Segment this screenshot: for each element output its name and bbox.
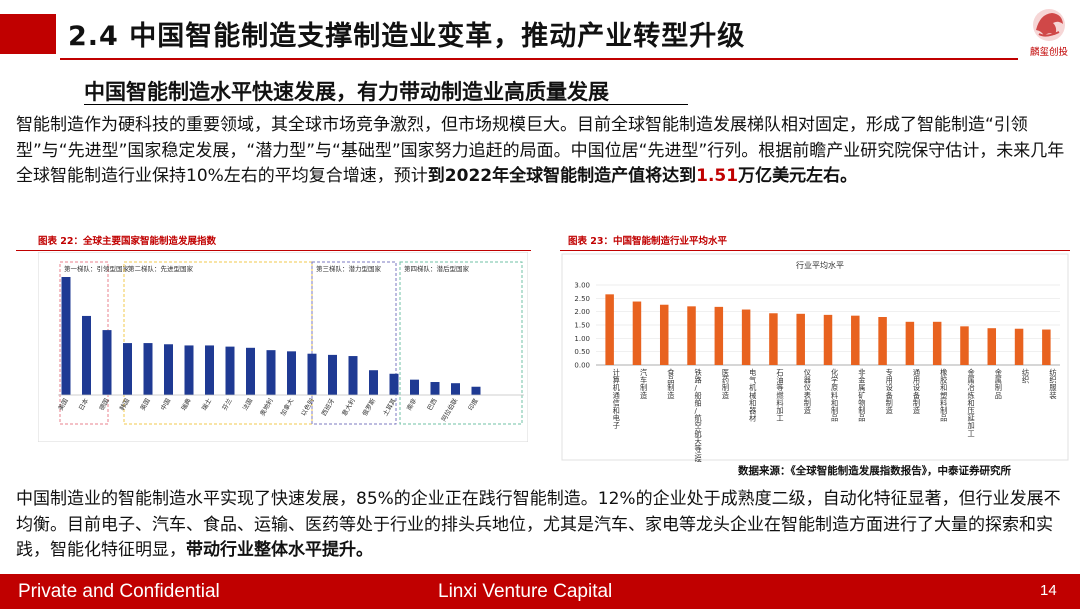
chart23-bar (851, 315, 860, 365)
chart22-bar (369, 370, 378, 395)
chart23-frame (561, 253, 1069, 461)
chart23-tick-label: 金属制品 (995, 368, 1002, 400)
chart23-bar (960, 326, 969, 365)
chart22-bar (287, 351, 296, 395)
chart23-bar (823, 314, 833, 365)
subtitle-underline (84, 104, 688, 105)
title-bar: 2.4 中国智能制造支撑制造业变革，推动产业转型升级 麟玺创投 (0, 0, 1080, 62)
chart22-bar (451, 383, 460, 395)
chart22-bar (205, 345, 214, 395)
conclusion-text: 中国制造业的智能制造水平实现了快速发展，85%的企业正在践行智能制造。12%的企… (16, 489, 1061, 560)
chart23-tick-label: 纺织服装 (1049, 368, 1056, 400)
chart23-bar (714, 306, 724, 365)
chart22-bar (246, 347, 255, 395)
figure22-divider (16, 250, 531, 251)
chart23-y-tick: 1.00 (574, 335, 590, 343)
chart22-bar (389, 373, 399, 395)
chart23-tick-label: 纺织 (1022, 368, 1029, 385)
chart22-group-label: 第二梯队：先进型国家 (128, 264, 194, 273)
page-number: 14 (1040, 582, 1057, 599)
chart23-y-tick: 0.50 (574, 348, 590, 356)
chart23-y-tick: 2.00 (574, 308, 590, 316)
conclusion-bold-text: 带动行业整体水平提升。 (186, 540, 373, 560)
chart23-tick-label: 石油等燃料加工 (776, 368, 784, 423)
chart23-title: 行业平均水平 (796, 260, 844, 270)
intro-text: 智能制造作为硬科技的重要领域，其全球市场竞争激烈，但市场规模巨大。目前全球智能制… (16, 115, 1065, 186)
chart23-tick-label: 非金属矿物制品 (858, 368, 865, 423)
chart23-tick-label: 通用设备制造 (913, 368, 920, 415)
chart23-tick-label: 电气机械和器材 (749, 368, 757, 423)
chart22-bar (410, 379, 419, 395)
chart22-bar (266, 350, 276, 395)
chart23-bar (769, 313, 778, 365)
chart22-bar (430, 382, 440, 395)
chart22-group-label: 第一梯队：引领型国家 (64, 264, 130, 273)
footer-confidential: Private and Confidential (18, 581, 220, 602)
chart23-tick-label: 金属冶炼和压延加工 (967, 368, 974, 438)
chart22-group-label: 第三梯队：潜力型国家 (316, 264, 382, 273)
linxi-logo-icon: 麟玺创投 (1030, 9, 1069, 58)
chart23-bar (878, 317, 887, 365)
chart23-bar (987, 328, 997, 365)
chart22-group-label: 第四梯队：潜后型国家 (404, 264, 470, 273)
chart23-bar (1014, 328, 1024, 365)
chart22-bar (225, 346, 235, 395)
chart23-bar (687, 306, 696, 365)
chart23-bar (905, 321, 915, 365)
data-source: 数据来源：《全球智能制造发展指数报告》，中泰证券研究所 (738, 465, 1011, 477)
chart23-bar (659, 304, 669, 365)
chart23-tick-label: 计算机通信和电子 (613, 368, 621, 430)
chart22-bar (123, 343, 132, 395)
chart23-tick-label: 食品制造 (667, 368, 674, 400)
title-accent-block (0, 14, 56, 54)
chart23-tick-label: 橡胶和塑料制品 (940, 368, 947, 423)
chart23-y-tick: 2.50 (574, 295, 590, 303)
page-title: 2.4 中国智能制造支撑制造业变革，推动产业转型升级 (68, 21, 746, 52)
chart22-bar (82, 315, 91, 395)
figure23-divider (560, 250, 1070, 251)
title-divider (60, 58, 1018, 60)
chart23-bar (632, 301, 642, 365)
chart22-bar (471, 386, 481, 395)
chart22-bar (348, 356, 358, 395)
figure23-chart: 行业平均水平 0.00 0.50 1.00 1.50 2.00 2.50 3.00 计算机通信和… (561, 253, 1069, 462)
chart23-bar (741, 309, 751, 365)
chart23-y-tick: 1.50 (574, 322, 590, 330)
chart22-bar (328, 354, 337, 395)
section-subtitle: 中国智能制造水平快速发展，有力带动制造业高质量发展 (84, 80, 609, 104)
chart23-tick-label: 铁路/船舶/航空航天等运输设备 (695, 368, 702, 462)
intro-paragraph: 智能制造作为硬科技的重要领域，其全球市场竞争激烈，但市场规模巨大。目前全球智能制… (16, 113, 1066, 190)
chart23-tick-label: 化学原料和制品 (831, 368, 838, 423)
figure22-title: 图表 22：全球主要国家智能制造发展指数 (38, 236, 217, 247)
chart22-bar (184, 345, 194, 395)
chart23-y-tick: 0.00 (574, 362, 590, 370)
figure23-title: 图表 23：中国智能制造行业平均水平 (568, 236, 728, 247)
chart22-bar (164, 344, 173, 395)
conclusion-paragraph: 中国制造业的智能制造水平实现了快速发展，85%的企业正在践行智能制造。12%的企… (16, 487, 1066, 564)
intro-bold-text: 到2022年全球智能制造产值将达到 (427, 166, 697, 186)
footer: Private and Confidential Linxi Venture C… (0, 574, 1080, 609)
chart22-bar (143, 343, 153, 395)
chart22-bar (102, 330, 112, 395)
chart23-y-tick: 3.00 (574, 282, 590, 290)
chart22-frame (38, 252, 528, 442)
chart23-tick-label: 专用设备制造 (886, 368, 893, 415)
chart23-bar (1042, 329, 1051, 365)
intro-highlight-value: 1.51 (696, 166, 739, 186)
chart23-bar (932, 321, 942, 365)
chart22-group-box (399, 261, 523, 425)
chart22-bar (61, 277, 71, 395)
intro-bold-tail: 万亿美元左右。 (738, 166, 858, 186)
logo-text: 麟玺创投 (1030, 46, 1069, 58)
footer-company: Linxi Venture Capital (438, 581, 613, 602)
chart22-group-box (311, 261, 397, 425)
chart23-tick-label: 汽车制造 (640, 368, 647, 400)
chart23-bar (796, 313, 805, 365)
chart23-tick-label: 医药制造 (722, 368, 729, 400)
chart22-bar (307, 353, 317, 395)
chart23-tick-label: 仪器仪表制造 (804, 368, 811, 415)
chart23-bar (605, 294, 614, 365)
